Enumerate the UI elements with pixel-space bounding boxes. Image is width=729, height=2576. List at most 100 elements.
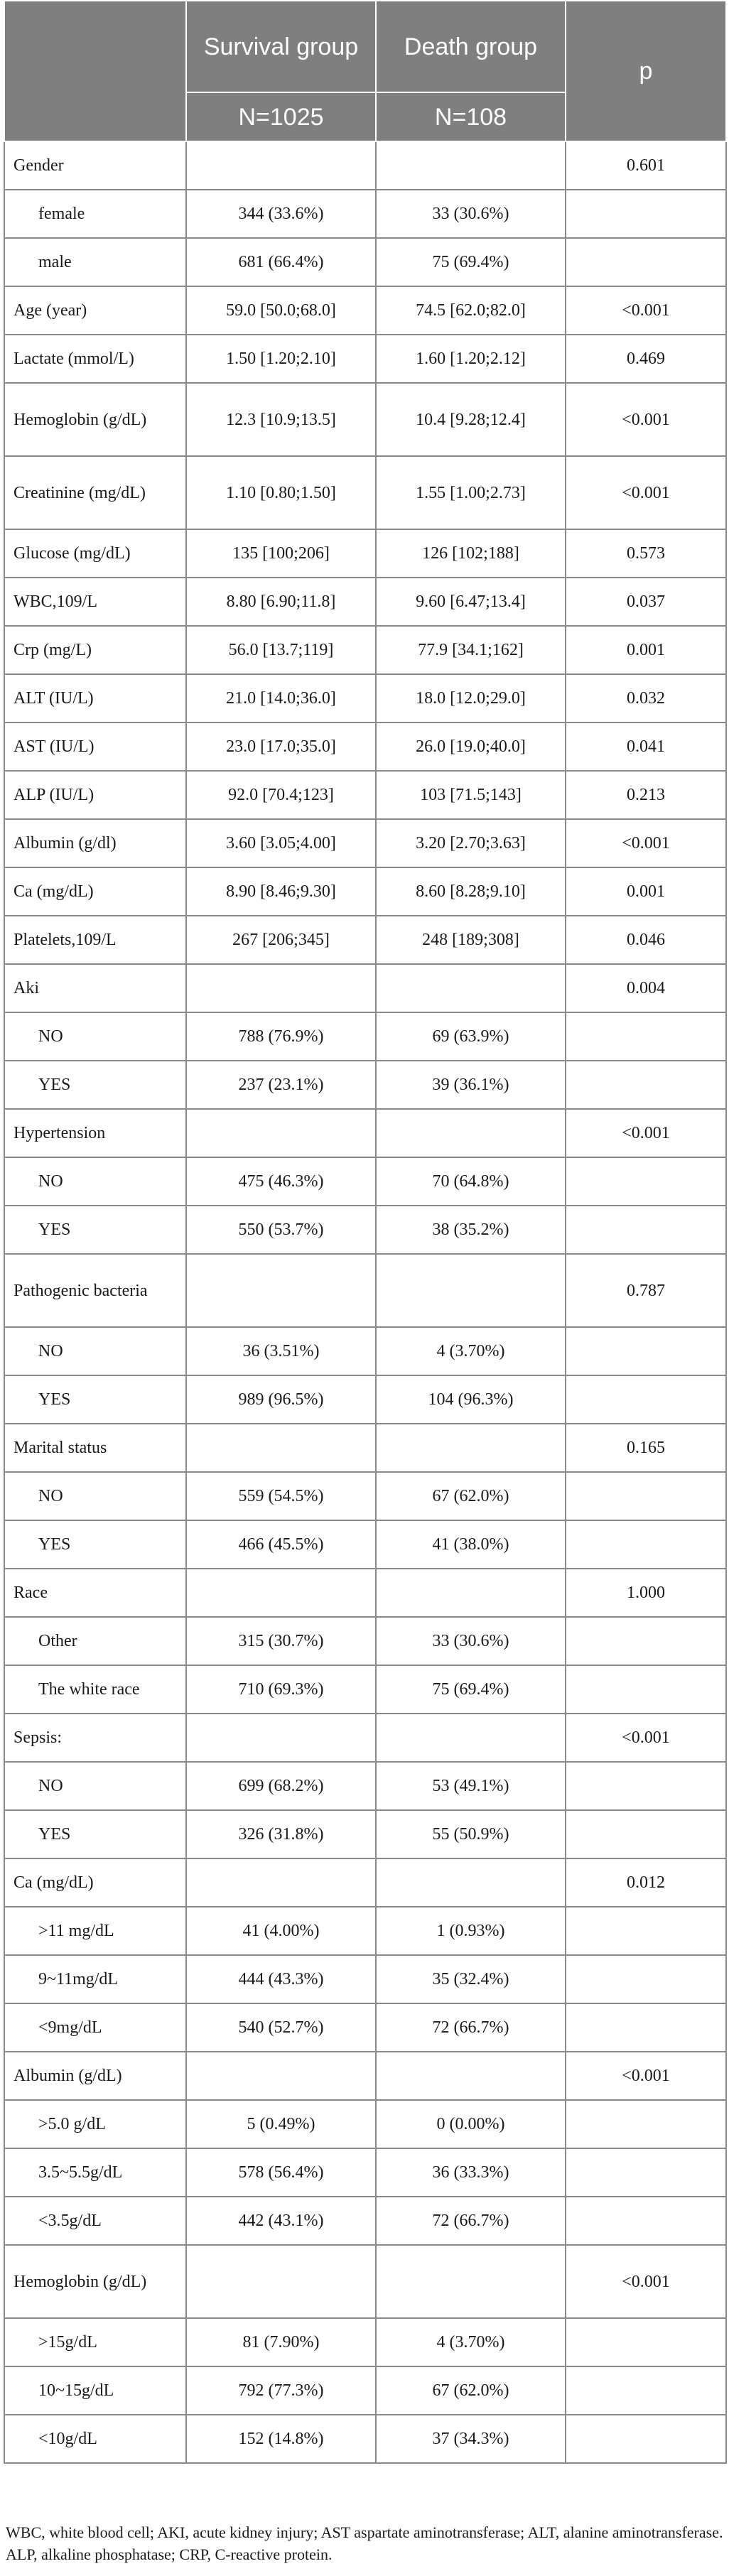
survival-value-cell: 5 (0.49%) <box>185 2099 377 2149</box>
p-value-cell <box>565 1060 727 1110</box>
row-label-cell: AST (IU/L) <box>4 722 187 772</box>
death-value-cell <box>375 141 566 190</box>
death-value-cell: 72 (66.7%) <box>375 2196 566 2246</box>
death-value-cell: 0 (0.00%) <box>375 2099 566 2149</box>
survival-value-cell: 699 (68.2%) <box>185 1761 377 1811</box>
row-label-cell: >11 mg/dL <box>4 1906 187 1956</box>
death-value-cell: 10.4 [9.28;12.4] <box>375 382 566 457</box>
row-label-cell: <9mg/dL <box>4 2003 187 2052</box>
table-row: Hypertension <0.001 <box>4 1108 727 1158</box>
table-row: NO 475 (46.3%) 70 (64.8%) <box>4 1157 727 1206</box>
death-value-cell: 33 (30.6%) <box>375 1616 566 1666</box>
death-value-cell: 75 (69.4%) <box>375 237 566 287</box>
table-row: AST (IU/L) 23.0 [17.0;35.0] 26.0 [19.0;40.… <box>4 722 727 772</box>
header-death-group: Death group <box>375 0 566 93</box>
table-row: <3.5g/dL 442 (43.1%) 72 (66.7%) <box>4 2196 727 2246</box>
table-row: Albumin (g/dl) 3.60 [3.05;4.00] 3.20 [2.70… <box>4 818 727 868</box>
row-label-cell: NO <box>4 1012 187 1061</box>
row-label-cell: Other <box>4 1616 187 1666</box>
row-label-cell: Lactate (mmol/L) <box>4 334 187 384</box>
p-value-cell <box>565 1471 727 1521</box>
row-label-cell: Hemoglobin (g/dL) <box>4 2244 187 2319</box>
death-value-cell: 67 (62.0%) <box>375 1471 566 1521</box>
death-value-cell: 1 (0.93%) <box>375 1906 566 1956</box>
row-label-cell: ALT (IU/L) <box>4 673 187 723</box>
row-label-cell: YES <box>4 1520 187 1569</box>
table-row: WBC,109/L 8.80 [6.90;11.8] 9.60 [6.47;13.4… <box>4 577 727 627</box>
death-value-cell: 248 [189;308] <box>375 915 566 965</box>
table-row: <10g/dL 152 (14.8%) 37 (34.3%) <box>4 2414 727 2464</box>
table-row: Creatinine (mg/dL) 1.10 [0.80;1.50] 1.55 [… <box>4 455 727 530</box>
table-row: The white race 710 (69.3%) 75 (69.4%) <box>4 1665 727 1714</box>
table-row: ALP (IU/L) 92.0 [70.4;123] 103 [71.5;143] 0… <box>4 770 727 820</box>
survival-value-cell: 475 (46.3%) <box>185 1157 377 1206</box>
row-label-cell: YES <box>4 1060 187 1110</box>
p-value-cell: <0.001 <box>565 286 727 335</box>
death-value-cell: 4 (3.70%) <box>375 1326 566 1376</box>
survival-value-cell <box>185 963 377 1013</box>
table-row: Age (year) 59.0 [50.0;68.0] 74.5 [62.0;82.… <box>4 286 727 335</box>
survival-value-cell: 315 (30.7%) <box>185 1616 377 1666</box>
death-value-cell: 41 (38.0%) <box>375 1520 566 1569</box>
survival-value-cell: 1.10 [0.80;1.50] <box>185 455 377 530</box>
p-value-cell: 0.601 <box>565 141 727 190</box>
p-value-cell: 0.165 <box>565 1423 727 1473</box>
survival-value-cell: 540 (52.7%) <box>185 2003 377 2052</box>
death-value-cell: 18.0 [12.0;29.0] <box>375 673 566 723</box>
p-value-cell: 0.469 <box>565 334 727 384</box>
table-row: Aki 0.004 <box>4 963 727 1013</box>
row-label-cell: Crp (mg/L) <box>4 625 187 675</box>
p-value-cell: <0.001 <box>565 1108 727 1158</box>
table-row: >15g/dL 81 (7.90%) 4 (3.70%) <box>4 2317 727 2367</box>
survival-value-cell: 23.0 [17.0;35.0] <box>185 722 377 772</box>
p-value-cell: 0.001 <box>565 625 727 675</box>
survival-value-cell: 56.0 [13.7;119] <box>185 625 377 675</box>
survival-value-cell: 1.50 [1.20;2.10] <box>185 334 377 384</box>
table-row: NO 559 (54.5%) 67 (62.0%) <box>4 1471 727 1521</box>
table-row: Gender 0.601 <box>4 141 727 190</box>
row-label-cell: The white race <box>4 1665 187 1714</box>
table-header: Survival group Death group p N=1025 N=10… <box>4 0 727 142</box>
row-label-cell: Albumin (g/dl) <box>4 818 187 868</box>
p-value-cell <box>565 1375 727 1424</box>
survival-value-cell: 267 [206;345] <box>185 915 377 965</box>
death-value-cell: 4 (3.70%) <box>375 2317 566 2367</box>
p-value-cell: 0.004 <box>565 963 727 1013</box>
p-value-cell <box>565 2317 727 2367</box>
survival-value-cell: 59.0 [50.0;68.0] <box>185 286 377 335</box>
p-value-cell <box>565 2196 727 2246</box>
row-label-cell: Sepsis: <box>4 1713 187 1763</box>
death-value-cell: 103 [71.5;143] <box>375 770 566 820</box>
death-value-cell <box>375 1858 566 1907</box>
survival-value-cell: 41 (4.00%) <box>185 1906 377 1956</box>
survival-value-cell <box>185 2051 377 2101</box>
row-label-cell: >15g/dL <box>4 2317 187 2367</box>
table-row: Albumin (g/dL) <0.001 <box>4 2051 727 2101</box>
p-value-cell: <0.001 <box>565 455 727 530</box>
survival-value-cell: 152 (14.8%) <box>185 2414 377 2464</box>
survival-value-cell: 12.3 [10.9;13.5] <box>185 382 377 457</box>
p-value-cell <box>565 1012 727 1061</box>
row-label-cell: NO <box>4 1761 187 1811</box>
table-row: 10~15g/dL 792 (77.3%) 67 (62.0%) <box>4 2366 727 2415</box>
row-label-cell: Ca (mg/dL) <box>4 1858 187 1907</box>
survival-value-cell: 444 (43.3%) <box>185 1954 377 2004</box>
table-row: Race 1.000 <box>4 1568 727 1618</box>
survival-value-cell: 326 (31.8%) <box>185 1809 377 1859</box>
death-value-cell: 9.60 [6.47;13.4] <box>375 577 566 627</box>
table-row: female 344 (33.6%) 33 (30.6%) <box>4 189 727 239</box>
table-row: 9~11mg/dL 444 (43.3%) 35 (32.4%) <box>4 1954 727 2004</box>
row-label-cell: NO <box>4 1326 187 1376</box>
death-value-cell: 104 (96.3%) <box>375 1375 566 1424</box>
table-row: YES 466 (45.5%) 41 (38.0%) <box>4 1520 727 1569</box>
p-value-cell: 0.213 <box>565 770 727 820</box>
table-row: YES 326 (31.8%) 55 (50.9%) <box>4 1809 727 1859</box>
p-value-cell <box>565 1906 727 1956</box>
row-label-cell: Glucose (mg/dL) <box>4 529 187 578</box>
table-row: Pathogenic bacteria 0.787 <box>4 1253 727 1328</box>
p-value-cell: <0.001 <box>565 2244 727 2319</box>
data-table: Survival group Death group p N=1025 N=10… <box>4 0 727 2464</box>
survival-value-cell <box>185 1253 377 1328</box>
table-body: Gender 0.601 female 344 (33.6%) 33 (30.6%) ma… <box>4 141 727 2464</box>
p-value-cell <box>565 1616 727 1666</box>
